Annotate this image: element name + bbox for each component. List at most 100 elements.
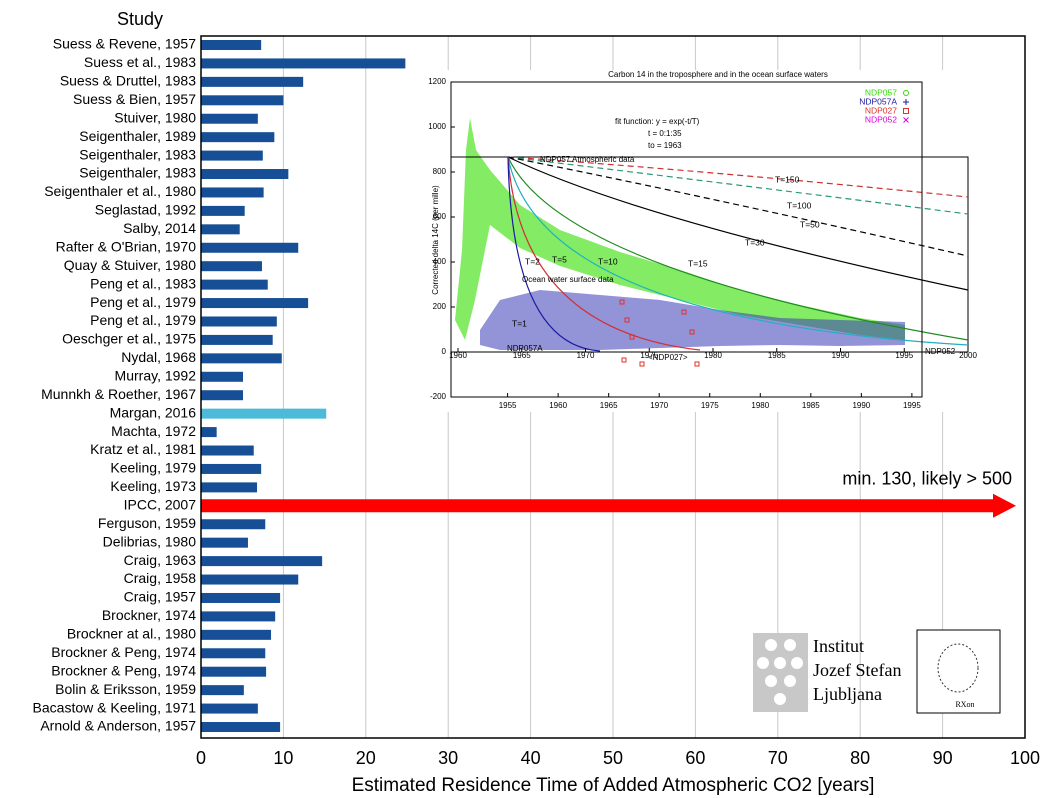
bar bbox=[201, 132, 275, 143]
y-tick-label: Delibrias, 1980 bbox=[103, 533, 197, 549]
bars bbox=[201, 40, 1016, 732]
inset-x-tick-label: 1985 bbox=[802, 401, 820, 410]
bar bbox=[201, 592, 281, 603]
inset-x-tick-label: 1995 bbox=[903, 401, 921, 410]
signature-box bbox=[916, 629, 1001, 714]
y-tick-label: Seigenthaler, 1983 bbox=[79, 146, 196, 162]
annotation: min. 130, likely > 500 bbox=[842, 469, 1012, 489]
inset-x2-tick-label: 1990 bbox=[832, 351, 850, 360]
bar bbox=[201, 427, 217, 438]
y-tick-label: Suess & Druttel, 1983 bbox=[60, 73, 196, 89]
bar bbox=[201, 334, 273, 345]
y-tick-label: Arnold & Anderson, 1957 bbox=[40, 718, 196, 734]
bar bbox=[201, 537, 248, 548]
x-tick-label: 50 bbox=[603, 748, 623, 768]
bar bbox=[201, 722, 281, 732]
y-tick-label: Craig, 1958 bbox=[124, 570, 197, 586]
y-tick-label: Nydal, 1968 bbox=[121, 349, 196, 365]
fit-text: t = 0:1:35 bbox=[648, 129, 682, 138]
y-tick-label: Suess et al., 1983 bbox=[84, 54, 196, 70]
inset-x-tick-label: 1965 bbox=[600, 401, 618, 410]
x-tick-label: 40 bbox=[521, 748, 541, 768]
y-tick-label: Keeling, 1979 bbox=[110, 460, 196, 476]
y-tick-label: Peng et al., 1983 bbox=[90, 275, 196, 291]
inset-x-tick-label: 1975 bbox=[701, 401, 719, 410]
bar bbox=[201, 408, 327, 419]
y-tick-label: Seigenthaler, 1989 bbox=[79, 128, 196, 144]
curve-label: T=2 bbox=[525, 256, 540, 266]
y-tick-label: Quay & Stuiver, 1980 bbox=[64, 257, 197, 273]
x-tick-label: 90 bbox=[933, 748, 953, 768]
atmospheric-points bbox=[455, 118, 905, 340]
curve-label: T=10 bbox=[598, 256, 618, 266]
y-tick-label: Ferguson, 1959 bbox=[98, 515, 196, 531]
inset-annotation: NDP052 bbox=[925, 347, 956, 356]
inset-y-tick-label: 1200 bbox=[428, 77, 446, 86]
bar bbox=[201, 279, 268, 290]
bar bbox=[201, 169, 289, 180]
legend-marker bbox=[903, 108, 909, 114]
inset-y-tick-label: 800 bbox=[433, 167, 447, 176]
y-tick-label: Murray, 1992 bbox=[115, 367, 197, 383]
x-tick-label: 10 bbox=[273, 748, 293, 768]
y-tick-label: Stuiver, 1980 bbox=[114, 109, 196, 125]
bar bbox=[201, 316, 277, 327]
inset-x2-tick-label: 1960 bbox=[449, 351, 467, 360]
bar bbox=[201, 187, 264, 198]
curve-label: T=15 bbox=[688, 258, 708, 268]
y-tick-label: Seigenthaler et al., 1980 bbox=[44, 183, 196, 199]
bar bbox=[201, 58, 406, 69]
inset-y-tick-label: 400 bbox=[433, 257, 447, 266]
x-tick-label: 0 bbox=[196, 748, 206, 768]
inset-annotation: NDP057A bbox=[507, 344, 543, 353]
inset-y-tick-label: 600 bbox=[433, 212, 447, 221]
bar bbox=[201, 113, 258, 124]
y-tick-label: Brockner at al., 1980 bbox=[67, 626, 196, 642]
inset-x2-tick-label: 2000 bbox=[959, 351, 977, 360]
inset-y-tick-label: -200 bbox=[430, 392, 447, 401]
y-tick-label: Margan, 2016 bbox=[110, 404, 197, 420]
y-tick-label: IPCC, 2007 bbox=[124, 497, 197, 513]
y-tick-label: Peng et al., 1979 bbox=[90, 294, 196, 310]
bar bbox=[201, 242, 299, 253]
bar bbox=[201, 371, 244, 382]
y-tick-label: Suess & Bien, 1957 bbox=[73, 91, 196, 107]
bar bbox=[201, 463, 262, 474]
inset-x2-tick-label: 1965 bbox=[513, 351, 531, 360]
bar bbox=[201, 482, 258, 493]
x-tick-label: 20 bbox=[356, 748, 376, 768]
bar bbox=[201, 298, 309, 309]
legend-label: NDP057A bbox=[859, 96, 897, 106]
inset-x2-tick-label: 1975 bbox=[640, 351, 658, 360]
inset-x2-tick-label: 1970 bbox=[577, 351, 595, 360]
logo-text: Jozef Stefan bbox=[813, 660, 901, 680]
inset-x2-tick-label: 1985 bbox=[768, 351, 786, 360]
bar bbox=[201, 445, 254, 456]
ocean-points bbox=[480, 290, 905, 350]
y-tick-label: Rafter & O'Brian, 1970 bbox=[56, 238, 197, 254]
inset-y-tick-label: 200 bbox=[433, 302, 447, 311]
legend-marker bbox=[903, 99, 909, 105]
inset-x-tick-label: 1970 bbox=[650, 401, 668, 410]
curve-label: T=100 bbox=[787, 200, 812, 210]
curve-label: T=5 bbox=[552, 254, 567, 264]
legend-label: NDP027 bbox=[865, 105, 897, 115]
y-tick-label: Machta, 1972 bbox=[111, 423, 196, 439]
fit-text: to = 1963 bbox=[648, 141, 682, 150]
inset-annotation: <NDP027> bbox=[648, 353, 688, 362]
inset-x2-tick-label: 1995 bbox=[895, 351, 913, 360]
bar bbox=[201, 666, 267, 677]
fit-curves bbox=[507, 156, 969, 352]
x-tick-label: 30 bbox=[438, 748, 458, 768]
category-header: Study bbox=[117, 9, 163, 29]
bar bbox=[201, 574, 299, 585]
y-tick-label: Suess & Revene, 1957 bbox=[53, 36, 196, 52]
y-tick-label: Craig, 1957 bbox=[124, 589, 197, 605]
fit-text: fit function: y = exp(-t/T) bbox=[615, 117, 700, 126]
y-tick-label: Kratz et al., 1981 bbox=[90, 441, 196, 457]
inset-frame bbox=[450, 81, 923, 398]
y-tick-label: Seigenthaler, 1983 bbox=[79, 165, 196, 181]
y-tick-label: Brockner & Peng, 1974 bbox=[51, 644, 196, 660]
logo-text: Ljubljana bbox=[813, 684, 882, 704]
bar bbox=[201, 629, 272, 640]
